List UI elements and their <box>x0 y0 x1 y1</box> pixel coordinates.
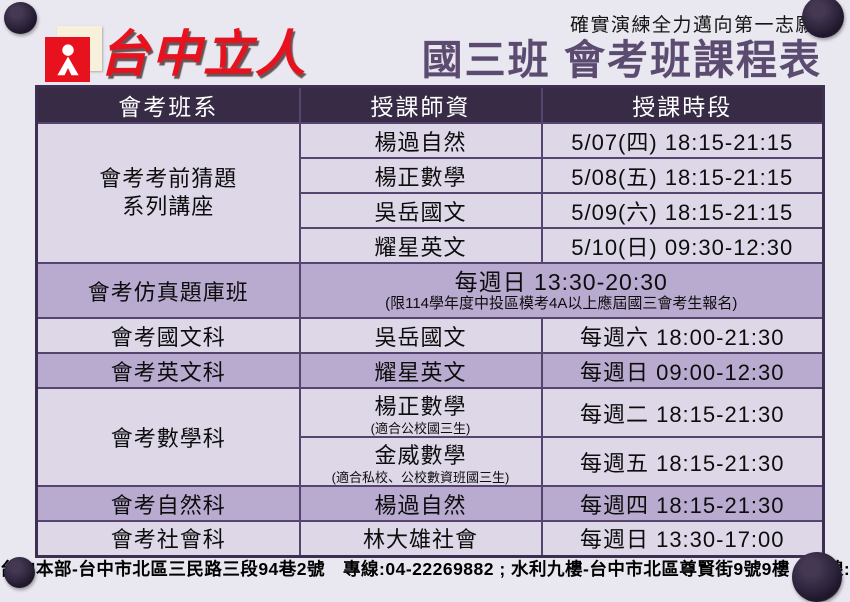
logo-wordmark: 台中立人 <box>99 26 307 82</box>
col-header-program: 會考班系 <box>35 85 301 124</box>
table-row: 耀星英文 5/10(日) 09:30-12:30 <box>37 227 825 264</box>
teacher-cell: 楊正數學 <box>298 157 543 194</box>
mock-bank-time-cell: 每週日 13:30-20:30 (限114學年度中投區模考4A以上應屆國三會考生… <box>298 262 825 319</box>
teacher-cell: 楊過自然 <box>298 122 543 159</box>
program-math: 會考數學科 <box>35 387 301 487</box>
page-title: 國三班 會考班課程表 <box>421 37 822 83</box>
time-cell: 每週六 18:00-21:30 <box>540 317 825 354</box>
table-row: 會考仿真題庫班 每週日 13:30-20:30 (限114學年度中投區模考4A以… <box>35 262 825 319</box>
table-header-row: 會考班系 授課師資 授課時段 <box>35 85 825 124</box>
time-cell: 每週二 18:15-21:30 <box>540 387 825 438</box>
table-row: 吳岳國文 5/09(六) 18:15-21:15 <box>37 192 825 229</box>
pushpin-top-right <box>802 0 844 38</box>
program-mock-bank: 會考仿真題庫班 <box>35 262 301 319</box>
program-social: 會考社會科 <box>35 520 301 557</box>
person-icon <box>45 37 90 82</box>
col-header-timeslot: 授課時段 <box>540 85 825 124</box>
time-cell: 每週日 13:30-17:00 <box>540 520 825 557</box>
time-cell: 每週日 09:00-12:30 <box>540 352 825 389</box>
teacher-cell: 金威數學 (適合私校、公校數資班國三生) <box>298 436 543 487</box>
table-row: 會考數學科 楊正數學 (適合公校國三生) 每週二 18:15-21:30 <box>35 387 825 487</box>
time-cell: 5/07(四) 18:15-21:15 <box>540 122 825 159</box>
pushpin-top-left <box>4 2 37 34</box>
table-row: 會考自然科 楊過自然 每週四 18:15-21:30 <box>35 485 825 522</box>
program-science: 會考自然科 <box>35 485 301 522</box>
teacher-cell: 楊過自然 <box>298 485 543 522</box>
pushpin-bottom-right <box>792 552 842 602</box>
program-chinese: 會考國文科 <box>35 317 301 354</box>
table-row: 會考國文科 吳岳國文 每週六 18:00-21:30 <box>35 317 825 354</box>
time-cell: 每週四 18:15-21:30 <box>540 485 825 522</box>
table-row: 會考英文科 耀星英文 每週日 09:00-12:30 <box>35 352 825 389</box>
program-english: 會考英文科 <box>35 352 301 389</box>
program-exam-preview: 會考考前猜題 系列講座 <box>35 122 301 264</box>
time-cell: 每週五 18:15-21:30 <box>540 436 825 487</box>
teacher-cell: 楊正數學 (適合公校國三生) <box>298 387 543 438</box>
table-row: 會考社會科 林大雄社會 每週日 13:30-17:00 <box>35 520 825 557</box>
teacher-cell: 吳岳國文 <box>298 192 543 229</box>
schedule-table: 會考班系 授課師資 授課時段 會考考前猜題 系列講座 楊過自然 5/07(四) … <box>35 85 825 558</box>
time-cell: 5/08(五) 18:15-21:15 <box>540 157 825 194</box>
teacher-cell: 耀星英文 <box>298 227 543 264</box>
poster-header: 確實演練全力邁向第一志願 國三班 會考班課程表 <box>422 10 822 83</box>
slogan-text: 確實演練全力邁向第一志願 <box>569 15 816 36</box>
time-cell: 5/09(六) 18:15-21:15 <box>540 192 825 229</box>
table-row: 金威數學 (適合私校、公校數資班國三生) 每週五 18:15-21:30 <box>37 436 825 487</box>
col-header-teacher: 授課師資 <box>298 85 543 124</box>
teacher-cell: 林大雄社會 <box>298 520 543 557</box>
contact-footer: 台中本部-台中市北區三民路三段94巷2號 專線:04-22269882 ; 水利… <box>0 559 850 579</box>
table-row: 楊正數學 5/08(五) 18:15-21:15 <box>37 157 825 194</box>
teacher-cell: 吳岳國文 <box>298 317 543 354</box>
time-cell: 5/10(日) 09:30-12:30 <box>540 227 825 264</box>
teacher-cell: 耀星英文 <box>298 352 543 389</box>
pushpin-bottom-left <box>4 557 35 588</box>
table-row: 會考考前猜題 系列講座 楊過自然 5/07(四) 18:15-21:15 <box>35 122 825 264</box>
